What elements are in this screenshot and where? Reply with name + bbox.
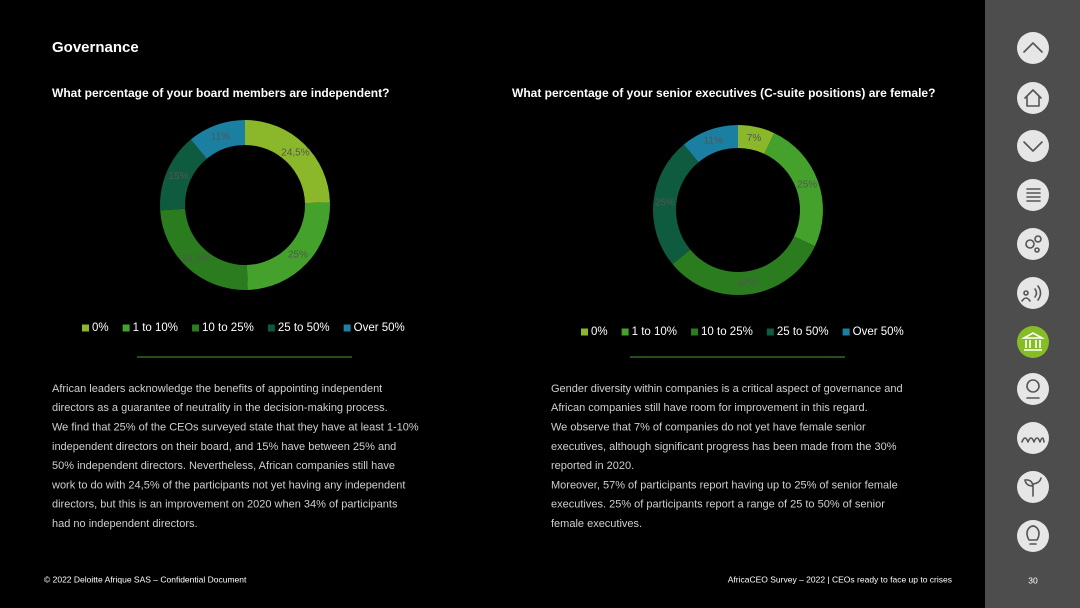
paragraph-line: Moreover, 57% of participants report hav… <box>551 479 898 491</box>
data-label: 24,5% <box>182 253 210 264</box>
footer-left: © 2022 Deloitte Afrique SAS – Confidenti… <box>44 574 247 584</box>
nav-plant-glyph <box>1024 477 1042 497</box>
legend-swatch <box>82 324 89 332</box>
nav-up-glyph <box>1023 42 1043 53</box>
nav-governance-active[interactable] <box>1017 326 1049 358</box>
legend-label: 0% <box>591 326 608 338</box>
donut-segment <box>672 236 815 296</box>
legend-swatch <box>842 328 850 336</box>
paragraph-line: executives, although significant progres… <box>551 441 897 453</box>
legend-label: 1 to 10% <box>133 322 178 334</box>
paragraph-line: executives. 25% of participants report a… <box>551 499 885 511</box>
legend-swatch <box>267 324 275 332</box>
donut-segment <box>738 125 775 154</box>
data-label: 25% <box>288 249 308 260</box>
nav-down[interactable] <box>1017 130 1049 162</box>
nav-settings[interactable] <box>1017 228 1049 260</box>
legend-swatch <box>691 328 699 336</box>
donut-segment <box>159 139 207 211</box>
nav-down-glyph <box>1023 141 1043 152</box>
legend-label: 25 to 50% <box>278 322 330 334</box>
donut-segment <box>653 144 699 265</box>
legend-label: Over 50% <box>354 322 405 334</box>
legend-swatch <box>621 328 629 336</box>
legend-swatch <box>581 328 588 336</box>
footer-right: AfricaCEO Survey – 2022 | CEOs ready to … <box>728 574 952 584</box>
paragraph-line: Gender diversity within companies is a c… <box>551 383 903 395</box>
nav-list-glyph <box>1026 188 1041 202</box>
nav-people[interactable] <box>1017 422 1049 454</box>
paragraph-line: had no independent directors. <box>52 518 198 530</box>
paragraph-line: directors as a guarantee of neutrality i… <box>52 402 388 414</box>
nav-globe[interactable] <box>1017 373 1049 405</box>
legend-label: 0% <box>92 322 109 334</box>
donut-segment <box>245 120 330 204</box>
paragraph-line: work to do with 24,5% of the participant… <box>51 479 405 491</box>
paragraph-line: African leaders acknowledge the benefits… <box>52 383 382 395</box>
nav-icons[interactable] <box>1017 32 1049 552</box>
data-label: 15% <box>168 171 188 182</box>
paragraph-line: 50% independent directors. Nevertheless,… <box>52 460 395 472</box>
legend-swatch <box>766 328 774 336</box>
donut-segment <box>764 133 823 247</box>
data-label: 24,5% <box>281 148 309 159</box>
paragraph-line: independent directors on their board, an… <box>52 441 396 453</box>
nav-governance-glyph <box>1020 332 1046 351</box>
legend-label: 1 to 10% <box>632 326 677 338</box>
paragraph-line: We find that 25% of the CEOs surveyed st… <box>52 422 419 434</box>
paragraph-line: female executives. <box>551 518 642 530</box>
donut-segment <box>160 208 248 290</box>
paragraph-line: African companies still have room for im… <box>551 402 868 414</box>
data-label: 25% <box>655 198 675 209</box>
nav-up[interactable] <box>1017 32 1049 64</box>
legend-swatch <box>122 324 130 332</box>
legend-label: 10 to 25% <box>202 322 254 334</box>
data-label: 11% <box>703 135 722 146</box>
paragraph-line: directors, but this is an improvement on… <box>52 499 398 511</box>
data-label: 11% <box>211 131 230 142</box>
paragraph-line: reported in 2020. <box>551 460 634 472</box>
nav-list[interactable] <box>1017 179 1049 211</box>
data-label: 25% <box>797 180 817 191</box>
data-label: 7% <box>747 133 762 144</box>
nav-voice-glyph <box>1021 285 1042 302</box>
nav-home[interactable] <box>1017 82 1049 114</box>
chart-title: What percentage of your senior executive… <box>512 86 935 100</box>
donut-segment <box>246 202 331 290</box>
nav-voice[interactable] <box>1017 277 1049 309</box>
chart-title: What percentage of your board members ar… <box>52 86 389 100</box>
nav-globe-glyph <box>1026 379 1040 399</box>
page-title: Governance <box>52 39 139 56</box>
nav-idea-glyph <box>1026 525 1040 545</box>
paragraph-line: We observe that 7% of companies do not y… <box>551 422 866 434</box>
nav-people-glyph <box>1021 437 1045 443</box>
page-number: 30 <box>1028 575 1038 585</box>
nav-home-glyph <box>1024 89 1042 107</box>
legend-label: 10 to 25% <box>701 326 753 338</box>
donut-segment <box>190 120 245 159</box>
nav-settings-glyph <box>1025 235 1042 253</box>
legend-label: Over 50% <box>853 326 904 338</box>
legend-swatch <box>343 324 351 332</box>
legend-label: 25 to 50% <box>777 326 829 338</box>
donut-segment <box>683 125 738 163</box>
legend-swatch <box>192 324 200 332</box>
nav-idea[interactable] <box>1017 520 1049 552</box>
data-label: 32% <box>737 278 757 289</box>
